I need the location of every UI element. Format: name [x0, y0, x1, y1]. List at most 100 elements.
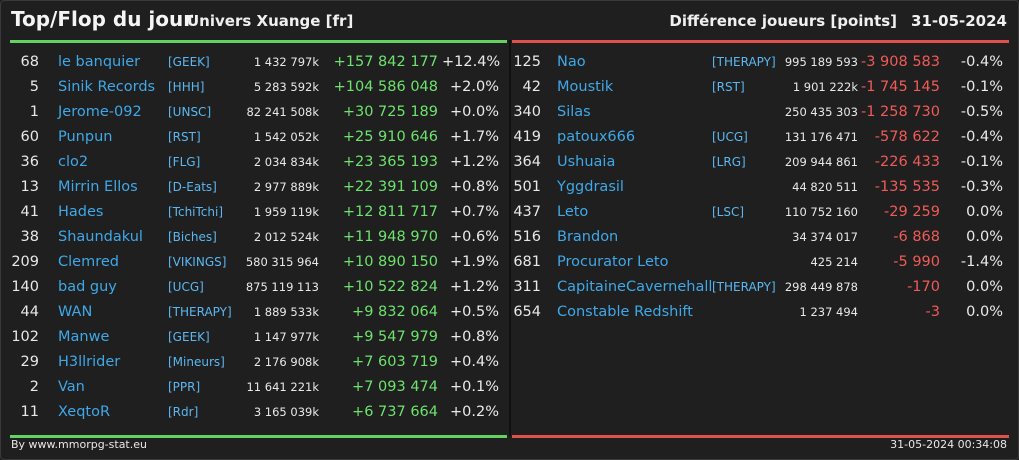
player-name-link[interactable]: Silas [557, 104, 591, 120]
alliance-tag-link[interactable]: [THERAPY] [168, 305, 232, 319]
points-difference: -578 622 [874, 129, 940, 145]
alliance-tag-link[interactable]: [UNSC] [168, 105, 212, 119]
player-name-link[interactable]: Yggdrasil [557, 179, 624, 195]
alliance-tag-link[interactable]: [VIKINGS] [168, 255, 227, 269]
player-points: 2 012 524k [253, 230, 319, 244]
points-difference: +30 725 189 [342, 104, 438, 120]
player-rank: 38 [20, 229, 39, 245]
player-rank: 1 [29, 104, 39, 120]
player-rank: 13 [20, 179, 39, 195]
points-percent: 0.0% [966, 279, 1003, 295]
player-name-link[interactable]: bad guy [58, 279, 117, 295]
player-name-link[interactable]: clo2 [58, 154, 89, 170]
player-name-link[interactable]: Van [58, 379, 85, 395]
flop-row: 340 Silas 250 435 303 -1 258 730 -0.5% [512, 100, 1009, 125]
player-name-link[interactable]: Procurator Leto [557, 254, 669, 270]
panel-divider [509, 40, 511, 436]
alliance-tag-link[interactable]: [PPR] [168, 380, 201, 394]
player-name-link[interactable]: Shaundakul [58, 229, 143, 245]
player-rank: 11 [20, 404, 39, 420]
player-points: 34 374 017 [792, 230, 858, 244]
points-difference: +23 365 193 [342, 154, 438, 170]
points-percent: +1.2% [450, 279, 499, 295]
alliance-tag-link[interactable]: [THERAPY] [712, 55, 776, 69]
player-rank: 516 [513, 229, 541, 245]
universe-label: Univers Xuange [fr] [187, 12, 354, 30]
player-name-link[interactable]: Nao [557, 54, 586, 70]
points-difference: +11 948 970 [342, 229, 438, 245]
top-row: 1 Jerome-092 [UNSC] 82 241 508k +30 725 189 +… [10, 100, 507, 125]
alliance-tag-link[interactable]: [Mineurs] [168, 355, 225, 369]
footer-timestamp: 31-05-2024 00:34:08 [890, 438, 1007, 451]
player-rank: 60 [20, 129, 39, 145]
flop-row: 419 patoux666 [UCG] 131 176 471 -578 622 -0.4… [512, 125, 1009, 150]
page-title: Top/Flop du jour [11, 7, 194, 31]
points-percent: +1.9% [450, 254, 499, 270]
alliance-tag-link[interactable]: [LRG] [712, 155, 746, 169]
player-name-link[interactable]: Manwe [58, 329, 110, 345]
points-percent: -0.4% [960, 54, 1003, 70]
alliance-tag-link[interactable]: [TchiTchi] [168, 205, 224, 219]
alliance-tag-link[interactable]: [THERAPY] [712, 280, 776, 294]
points-difference: -3 908 583 [860, 54, 940, 70]
player-rank: 437 [513, 204, 541, 220]
points-percent: +0.1% [450, 379, 499, 395]
alliance-tag-link[interactable]: [Rdr] [168, 405, 199, 419]
alliance-tag-link[interactable]: [LSC] [712, 205, 745, 219]
player-name-link[interactable]: H3llrider [58, 354, 121, 370]
player-name-link[interactable]: Sinik Records [58, 79, 156, 95]
alliance-tag-link[interactable]: [RST] [712, 80, 745, 94]
player-rank: 42 [522, 79, 541, 95]
player-name-link[interactable]: Brandon [557, 229, 619, 245]
flop-row: 654 Constable Redshift 1 237 494 -3 0.0% [512, 300, 1009, 325]
player-name-link[interactable]: Constable Redshift [557, 304, 693, 320]
points-difference: -226 433 [874, 154, 940, 170]
player-points: 2 176 908k [253, 355, 319, 369]
player-name-link[interactable]: XeqtoR [58, 404, 111, 420]
player-name-link[interactable]: Moustik [557, 79, 614, 95]
points-difference: -1 258 730 [860, 104, 940, 120]
player-points: 110 752 160 [784, 205, 858, 219]
flop-row: 501 Yggdrasil 44 820 511 -135 535 -0.3% [512, 175, 1009, 200]
alliance-tag-link[interactable]: [UCG] [168, 280, 204, 294]
alliance-tag-link[interactable]: [GEEK] [168, 330, 210, 344]
player-name-link[interactable]: Clemred [58, 254, 119, 270]
alliance-tag-link[interactable]: [HHH] [168, 80, 205, 94]
player-rank: 2 [29, 379, 39, 395]
alliance-tag-link[interactable]: [Biches] [168, 230, 217, 244]
player-name-link[interactable]: CapitaineCavernehall [557, 279, 713, 295]
alliance-tag-link[interactable]: [UCG] [712, 130, 748, 144]
top-row: 68 le banquier [GEEK] 1 432 797k +157 842 17… [10, 50, 507, 75]
player-name-link[interactable]: WAN [58, 304, 93, 320]
player-rank: 340 [513, 104, 541, 120]
player-rank: 364 [513, 154, 541, 170]
points-percent: +0.0% [450, 104, 499, 120]
alliance-tag-link[interactable]: [FLG] [168, 155, 201, 169]
player-name-link[interactable]: Hades [58, 204, 104, 220]
player-name-link[interactable]: patoux666 [557, 129, 636, 145]
points-difference: +157 842 177 [333, 54, 438, 70]
player-points: 11 641 221k [246, 380, 319, 394]
player-points: 425 214 [810, 255, 858, 269]
top-row: 29 H3llrider [Mineurs] 2 176 908k +7 603 719… [10, 350, 507, 375]
top-row: 102 Manwe [GEEK] 1 147 977k +9 547 979 +0.8% [10, 325, 507, 350]
player-name-link[interactable]: Punpun [58, 129, 113, 145]
flop-row: 516 Brandon 34 374 017 -6 868 0.0% [512, 225, 1009, 250]
alliance-tag-link[interactable]: [RST] [168, 130, 201, 144]
alliance-tag-link[interactable]: [D-Eats] [168, 180, 217, 194]
player-rank: 209 [11, 254, 39, 270]
flop-row: 42 Moustik [RST] 1 901 222k -1 745 145 -0.1% [512, 75, 1009, 100]
alliance-tag-link[interactable]: [GEEK] [168, 55, 210, 69]
player-name-link[interactable]: Leto [557, 204, 589, 220]
player-points: 2 977 889k [253, 180, 319, 194]
points-percent: +2.0% [450, 79, 499, 95]
top-row: 41 Hades [TchiTchi] 1 959 119k +12 811 717 +0… [10, 200, 507, 225]
flop-panel: 125 Nao [THERAPY] 995 189 593 -3 908 583 -0.4… [512, 40, 1009, 438]
player-points: 250 435 303 [784, 105, 858, 119]
player-points: 298 449 878 [784, 280, 858, 294]
points-difference: -3 [925, 304, 940, 320]
player-name-link[interactable]: Ushuaia [557, 154, 616, 170]
player-name-link[interactable]: Mirrin Ellos [58, 179, 138, 195]
player-name-link[interactable]: Jerome-092 [58, 104, 142, 120]
player-name-link[interactable]: le banquier [58, 54, 141, 70]
